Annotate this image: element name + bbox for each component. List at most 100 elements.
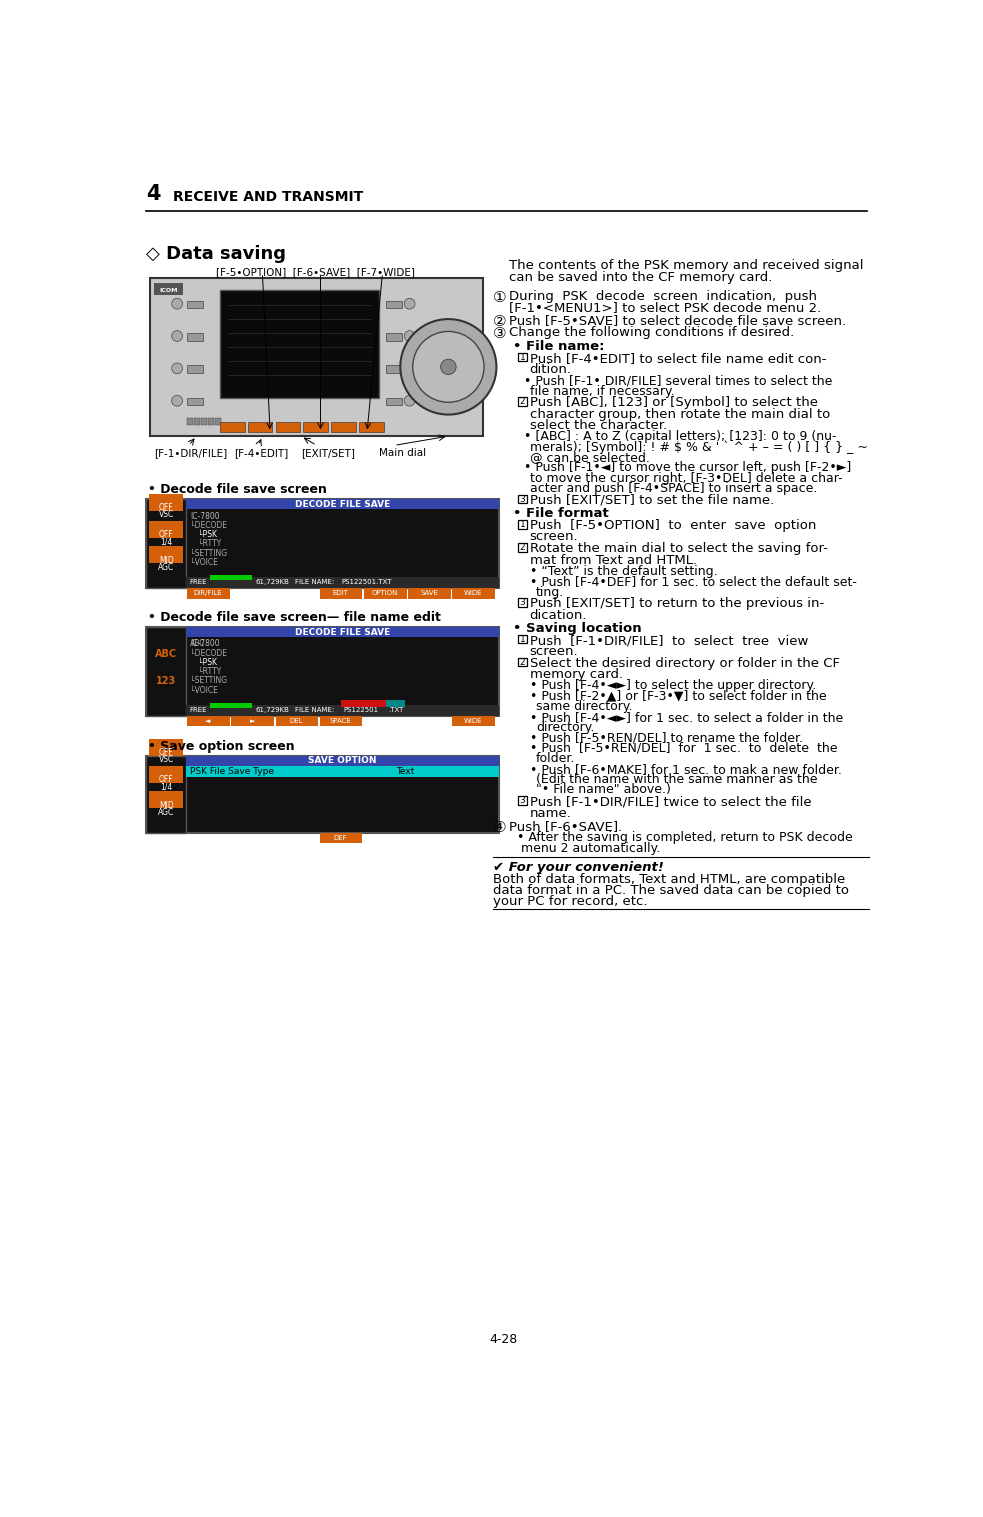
Text: SAVE OPTION: SAVE OPTION bbox=[308, 755, 376, 765]
Bar bbox=[146, 627, 187, 716]
Bar bbox=[154, 282, 183, 296]
Circle shape bbox=[172, 396, 183, 407]
Text: mat from Text and HTML.: mat from Text and HTML. bbox=[530, 554, 697, 566]
Text: 61,729KB: 61,729KB bbox=[256, 579, 289, 586]
Text: Rotate the main dial to select the saving for-: Rotate the main dial to select the savin… bbox=[530, 543, 828, 555]
Circle shape bbox=[404, 299, 415, 309]
Bar bbox=[518, 543, 527, 552]
Text: name.: name. bbox=[530, 807, 572, 819]
Text: • Push [F-1•◄] to move the cursor left, push [F-2•►]: • Push [F-1•◄] to move the cursor left, … bbox=[524, 461, 851, 475]
Text: 61,729KB: 61,729KB bbox=[256, 707, 289, 713]
Text: AGC: AGC bbox=[158, 563, 174, 572]
Text: ②: ② bbox=[493, 314, 507, 329]
Text: └DECODE: └DECODE bbox=[191, 649, 227, 658]
Text: .TXT: .TXT bbox=[388, 707, 403, 713]
Text: • Push [F-1• DIR/FILE] several times to select the: • Push [F-1• DIR/FILE] several times to … bbox=[524, 375, 833, 387]
Text: • “Text” is the default setting.: • “Text” is the default setting. bbox=[530, 564, 718, 578]
Text: ✔ For your convenient!: ✔ For your convenient! bbox=[493, 862, 665, 874]
Text: VSC: VSC bbox=[158, 510, 174, 519]
Bar bbox=[275, 716, 318, 727]
Bar bbox=[209, 575, 253, 579]
Text: Select the desired directory or folder in the CF: Select the desired directory or folder i… bbox=[530, 657, 839, 671]
Text: 3: 3 bbox=[519, 796, 525, 806]
Text: └PSK: └PSK bbox=[198, 529, 217, 539]
Text: MID: MID bbox=[159, 555, 174, 564]
Text: • Save option screen: • Save option screen bbox=[147, 740, 294, 752]
Text: Push [F-4•EDIT] to select file name edit con-: Push [F-4•EDIT] to select file name edit… bbox=[530, 352, 827, 364]
Text: Push [F-1•DIR/FILE] twice to select the file: Push [F-1•DIR/FILE] twice to select the … bbox=[530, 795, 811, 809]
Bar bbox=[220, 422, 245, 432]
Bar bbox=[208, 419, 213, 425]
Text: [F-1•DIR/FILE]: [F-1•DIR/FILE] bbox=[154, 448, 227, 458]
Text: 1: 1 bbox=[519, 634, 525, 643]
Text: PS122501.TXT: PS122501.TXT bbox=[341, 579, 392, 586]
Text: DECODE FILE SAVE: DECODE FILE SAVE bbox=[295, 628, 390, 637]
Bar bbox=[146, 499, 187, 587]
Text: OFF: OFF bbox=[159, 504, 174, 513]
Text: WIDE: WIDE bbox=[464, 718, 483, 724]
Bar bbox=[187, 366, 202, 373]
Circle shape bbox=[404, 363, 415, 373]
Text: Push [EXIT/SET] to return to the previous in-: Push [EXIT/SET] to return to the previou… bbox=[530, 598, 824, 610]
Bar bbox=[187, 766, 498, 777]
Text: ◇ Data saving: ◇ Data saving bbox=[146, 246, 286, 262]
Text: During  PSK  decode  screen  indication,  push: During PSK decode screen indication, pus… bbox=[509, 290, 817, 303]
Text: FILE NAME:: FILE NAME: bbox=[295, 579, 334, 586]
Text: ICOM: ICOM bbox=[159, 288, 178, 293]
Text: folder.: folder. bbox=[536, 752, 575, 765]
Text: • Push [F-5•REN/DEL] to rename the folder.: • Push [F-5•REN/DEL] to rename the folde… bbox=[530, 731, 803, 745]
Text: IC-7800: IC-7800 bbox=[191, 511, 220, 520]
Text: ④: ④ bbox=[493, 821, 507, 834]
Text: select the character.: select the character. bbox=[530, 419, 666, 432]
Text: WIDE: WIDE bbox=[464, 590, 483, 596]
Text: • Push [F-4•◄►] to select the upper directory.: • Push [F-4•◄►] to select the upper dire… bbox=[530, 680, 816, 692]
Bar bbox=[187, 587, 230, 599]
Text: 3: 3 bbox=[519, 495, 525, 504]
Text: • Push [F-6•MAKE] for 1 sec. to mak a new folder.: • Push [F-6•MAKE] for 1 sec. to mak a ne… bbox=[530, 763, 841, 775]
Text: 2: 2 bbox=[520, 658, 525, 667]
Text: ①: ① bbox=[493, 290, 507, 305]
Text: EDIT: EDIT bbox=[332, 590, 349, 596]
Bar bbox=[209, 702, 253, 708]
Bar bbox=[187, 419, 193, 425]
Text: directory.: directory. bbox=[536, 721, 595, 734]
Text: 4-28: 4-28 bbox=[490, 1333, 517, 1346]
Text: SAVE: SAVE bbox=[420, 590, 438, 596]
Text: • Decode file save screen— file name edit: • Decode file save screen— file name edi… bbox=[147, 611, 440, 623]
Text: 4: 4 bbox=[146, 184, 160, 203]
Text: screen.: screen. bbox=[530, 645, 578, 658]
Bar bbox=[408, 587, 450, 599]
Text: Main dial: Main dial bbox=[378, 448, 426, 458]
Text: • [ABC] : A to Z (capital letters); [123]: 0 to 9 (nu-: • [ABC] : A to Z (capital letters); [123… bbox=[524, 429, 837, 443]
Text: 2: 2 bbox=[520, 397, 525, 407]
Text: └RTTY: └RTTY bbox=[198, 667, 221, 677]
Text: to move the cursor right, [F-3•DEL] delete a char-: to move the cursor right, [F-3•DEL] dele… bbox=[530, 472, 842, 484]
Text: merals); [Symbol]: ! # $ % & ' ` ^ + – = ( ) [ ] { } _ ~: merals); [Symbol]: ! # $ % & ' ` ^ + – =… bbox=[530, 440, 868, 454]
Text: └VOICE: └VOICE bbox=[191, 686, 218, 695]
Text: FREE: FREE bbox=[190, 579, 207, 586]
Text: file name, if necessary.: file name, if necessary. bbox=[530, 384, 674, 397]
Text: • File name:: • File name: bbox=[513, 340, 605, 353]
Bar bbox=[187, 705, 498, 716]
Text: OFF: OFF bbox=[159, 775, 174, 784]
Text: Push  [F-5•OPTION]  to  enter  save  option: Push [F-5•OPTION] to enter save option bbox=[530, 519, 816, 532]
Text: VSC: VSC bbox=[158, 755, 174, 765]
Text: └PSK: └PSK bbox=[198, 658, 217, 667]
Bar bbox=[386, 397, 402, 405]
Bar bbox=[518, 658, 527, 666]
Bar bbox=[331, 422, 356, 432]
Bar bbox=[215, 419, 220, 425]
Text: Text: Text bbox=[396, 768, 414, 777]
Bar bbox=[248, 422, 272, 432]
Bar bbox=[149, 739, 183, 755]
Bar bbox=[150, 278, 484, 437]
Text: OFF: OFF bbox=[159, 748, 174, 757]
Bar bbox=[202, 419, 206, 425]
Bar bbox=[341, 701, 386, 707]
Text: FREE: FREE bbox=[190, 707, 207, 713]
Text: same directory.: same directory. bbox=[536, 701, 632, 713]
Text: Push [F-6•SAVE].: Push [F-6•SAVE]. bbox=[509, 821, 622, 833]
Text: [F-1•<MENU1>] to select PSK decode menu 2.: [F-1•<MENU1>] to select PSK decode menu … bbox=[509, 300, 821, 314]
Text: ABC: ABC bbox=[155, 649, 177, 658]
Bar bbox=[149, 546, 183, 563]
